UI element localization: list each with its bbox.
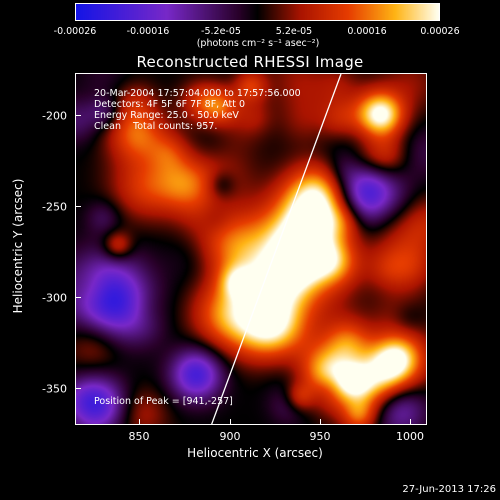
- info-energy-range: Energy Range: 25.0 - 50.0 keV: [94, 110, 239, 121]
- y-tick-label: -250: [42, 200, 67, 214]
- y-tick-label: -350: [42, 382, 67, 396]
- x-tick-label: 950: [309, 430, 331, 443]
- y-tick-label: -300: [42, 291, 67, 305]
- y-tick-mark: [75, 297, 81, 298]
- solar-limb-line: [211, 74, 342, 424]
- heatmap-image: [76, 74, 426, 424]
- colorbar-tick: 5.2e-05: [275, 26, 313, 37]
- x-tick-mark: [139, 419, 140, 425]
- info-clean-counts: Clean Total counts: 957.: [94, 121, 218, 132]
- colorbar-tick: -5.2e-05: [201, 26, 241, 37]
- x-tick-mark: [230, 419, 231, 425]
- colorbar-unit-label: (photons cm⁻² s⁻¹ asec⁻²): [196, 38, 320, 49]
- x-tick-label: 850: [128, 430, 150, 443]
- timestamp: 27-Jun-2013 17:26: [402, 484, 496, 495]
- x-tick-mark: [410, 419, 411, 425]
- y-tick-mark: [75, 388, 81, 389]
- colorbar: [75, 3, 440, 21]
- info-time-range: 20-Mar-2004 17:57:04.000 to 17:57:56.000: [94, 88, 301, 99]
- x-tick-label: 1000: [396, 430, 424, 443]
- colorbar-tick: 0.00026: [420, 26, 460, 37]
- colorbar-tick: -0.00026: [53, 26, 97, 37]
- y-tick-label: -200: [42, 109, 67, 123]
- info-detectors: Detectors: 4F 5F 6F 7F 8F, Att 0: [94, 99, 246, 110]
- peak-position-label: Position of Peak = [941,-257]: [94, 396, 233, 407]
- colorbar-tick: -0.00016: [126, 26, 170, 37]
- y-axis-label: Heliocentric Y (arcsec): [11, 178, 25, 314]
- x-axis-label: Heliocentric X (arcsec): [187, 446, 323, 460]
- x-tick-mark: [320, 419, 321, 425]
- plot-area: 20-Mar-2004 17:57:04.000 to 17:57:56.000…: [75, 73, 427, 425]
- y-tick-mark: [75, 206, 81, 207]
- colorbar-tick: 0.00016: [347, 26, 387, 37]
- y-tick-mark: [75, 115, 81, 116]
- x-tick-label: 900: [219, 430, 241, 443]
- plot-title: Reconstructed RHESSI Image: [136, 53, 364, 71]
- limb-overlay: [211, 74, 342, 424]
